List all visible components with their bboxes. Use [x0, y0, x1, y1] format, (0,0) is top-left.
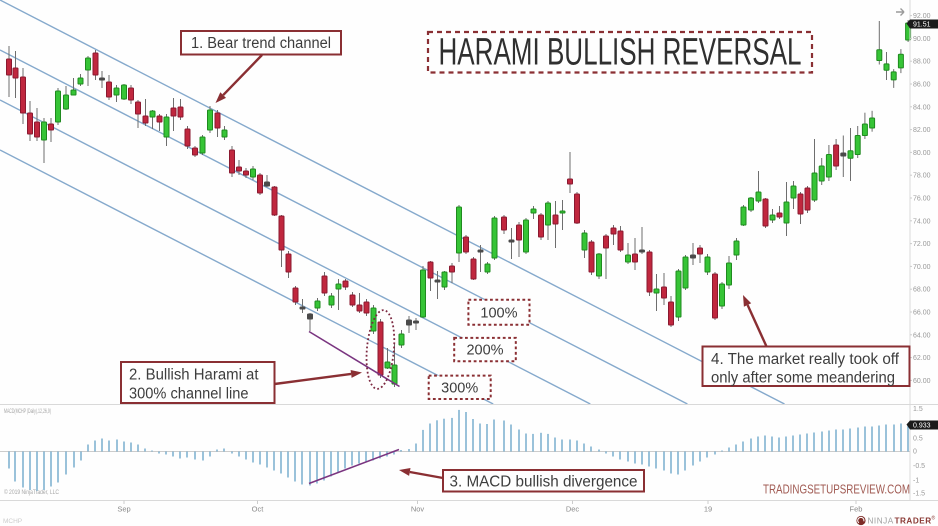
- svg-text:0.5: 0.5: [913, 436, 923, 443]
- svg-text:62.00: 62.00: [913, 355, 931, 362]
- svg-text:1. Bear trend channel: 1. Bear trend channel: [191, 35, 331, 52]
- svg-text:NINJA: NINJA: [868, 517, 894, 526]
- svg-text:Feb: Feb: [850, 505, 863, 514]
- svg-text:84.00: 84.00: [913, 104, 931, 111]
- svg-text:0.933: 0.933: [913, 423, 931, 430]
- svg-text:3. MACD bullish divergence: 3. MACD bullish divergence: [450, 474, 638, 491]
- svg-text:80.00: 80.00: [913, 150, 931, 157]
- svg-text:Sep: Sep: [117, 505, 130, 514]
- svg-text:© 2019 NinjaTrader, LLC: © 2019 NinjaTrader, LLC: [4, 488, 59, 496]
- svg-text:300%: 300%: [441, 380, 478, 396]
- svg-text:4. The market really took off: 4. The market really took off: [711, 351, 900, 368]
- svg-text:68.00: 68.00: [913, 287, 931, 294]
- svg-text:®: ®: [932, 515, 936, 522]
- svg-text:78.00: 78.00: [913, 173, 931, 180]
- svg-text:300% channel line: 300% channel line: [129, 386, 249, 403]
- svg-text:HARAMI BULLISH REVERSAL: HARAMI BULLISH REVERSAL: [439, 32, 802, 74]
- svg-text:-1.5: -1.5: [913, 491, 925, 498]
- svg-text:91.51: 91.51: [913, 22, 931, 29]
- svg-text:MACD(MCHP (Daily),12,26,9): MACD(MCHP (Daily),12,26,9): [4, 408, 51, 415]
- svg-text:92.00: 92.00: [913, 13, 931, 20]
- svg-text:Oct: Oct: [252, 505, 265, 514]
- svg-text:Nov: Nov: [411, 505, 425, 514]
- svg-text:72.00: 72.00: [913, 241, 931, 248]
- svg-text:100%: 100%: [480, 305, 517, 321]
- svg-text:88.00: 88.00: [913, 59, 931, 66]
- svg-text:60.00: 60.00: [913, 378, 931, 385]
- svg-text:TRADER: TRADER: [895, 517, 932, 526]
- svg-text:-0.5: -0.5: [913, 463, 925, 470]
- svg-text:66.00: 66.00: [913, 310, 931, 317]
- svg-text:1.5: 1.5: [913, 406, 923, 413]
- svg-text:86.00: 86.00: [913, 82, 931, 89]
- svg-text:200%: 200%: [466, 343, 503, 359]
- svg-text:TRADINGSETUPSREVIEW.COM: TRADINGSETUPSREVIEW.COM: [763, 482, 910, 497]
- svg-text:76.00: 76.00: [913, 196, 931, 203]
- svg-text:only after some meandering: only after some meandering: [711, 370, 895, 387]
- svg-text:-1: -1: [913, 477, 919, 484]
- svg-text:64.00: 64.00: [913, 332, 931, 339]
- svg-text:19: 19: [704, 505, 712, 514]
- svg-text:2. Bullish Harami at: 2. Bullish Harami at: [129, 367, 259, 384]
- svg-text:74.00: 74.00: [913, 218, 931, 225]
- svg-text:Dec: Dec: [566, 505, 580, 514]
- svg-text:82.00: 82.00: [913, 127, 931, 134]
- svg-text:0: 0: [913, 449, 917, 456]
- svg-text:MCHP: MCHP: [3, 518, 22, 525]
- svg-text:70.00: 70.00: [913, 264, 931, 271]
- svg-text:90.00: 90.00: [913, 36, 931, 43]
